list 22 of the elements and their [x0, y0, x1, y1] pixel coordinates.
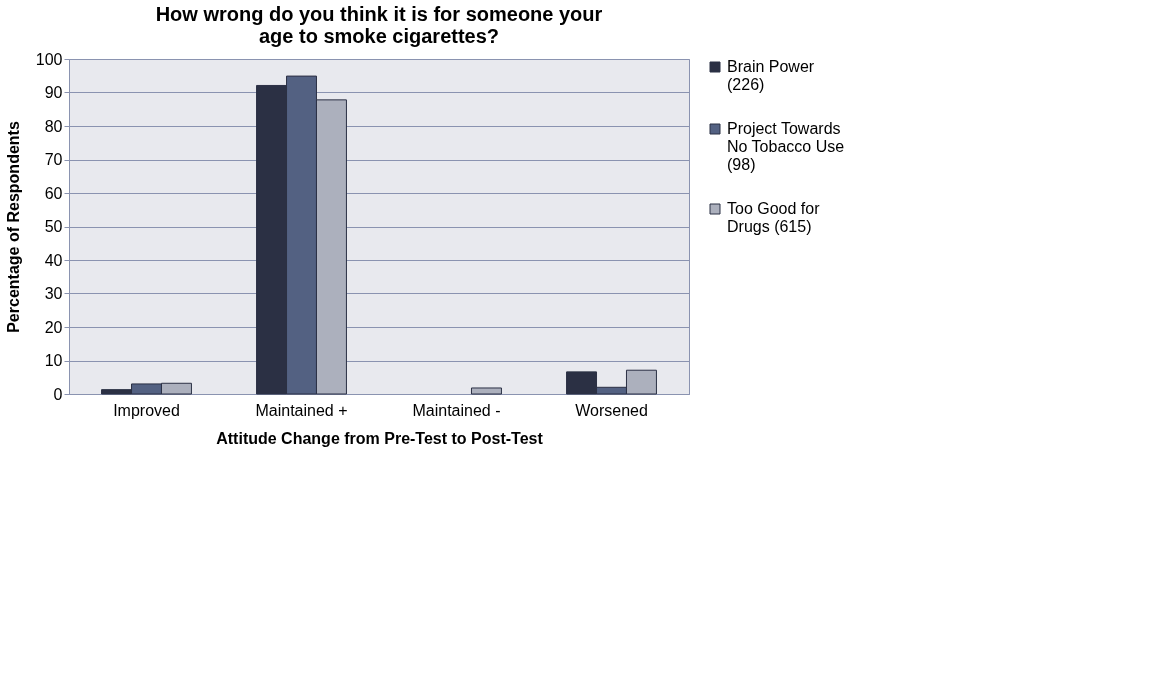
x-tick-label: Improved — [113, 401, 180, 419]
y-tick-label: 10 — [44, 352, 63, 369]
y-axis-title: Percentage of Respondents — [4, 121, 22, 333]
y-tick-label: 90 — [44, 84, 63, 101]
y-tick-label: 80 — [44, 117, 63, 135]
y-tick-label: 70 — [44, 151, 63, 168]
x-axis-title: Attitude Change from Pre-Test to Post-Test — [216, 429, 544, 447]
y-tick-label: 20 — [44, 318, 63, 336]
x-tick-label: Maintained - — [412, 401, 501, 419]
legend-label: Brain Power (226) — [727, 58, 815, 93]
y-tick-label: 40 — [44, 251, 63, 269]
x-tick-label: Worsened — [575, 401, 648, 419]
y-tick-label: 30 — [44, 285, 63, 302]
y-tick-label: 0 — [53, 385, 63, 403]
y-tick-label: 100 — [35, 50, 63, 68]
legend-label: Project Towards No Tobacco Use (98) — [727, 120, 845, 173]
legend-label: Too Good for Drugs (615) — [727, 200, 821, 235]
bar — [470, 387, 502, 395]
chart-title: How wrong do you think it is for someone your age to smoke cigarettes? — [155, 3, 603, 47]
y-tick-label: 50 — [44, 218, 63, 235]
x-tick-label: Maintained + — [255, 401, 348, 419]
y-tick-label: 60 — [44, 184, 63, 202]
